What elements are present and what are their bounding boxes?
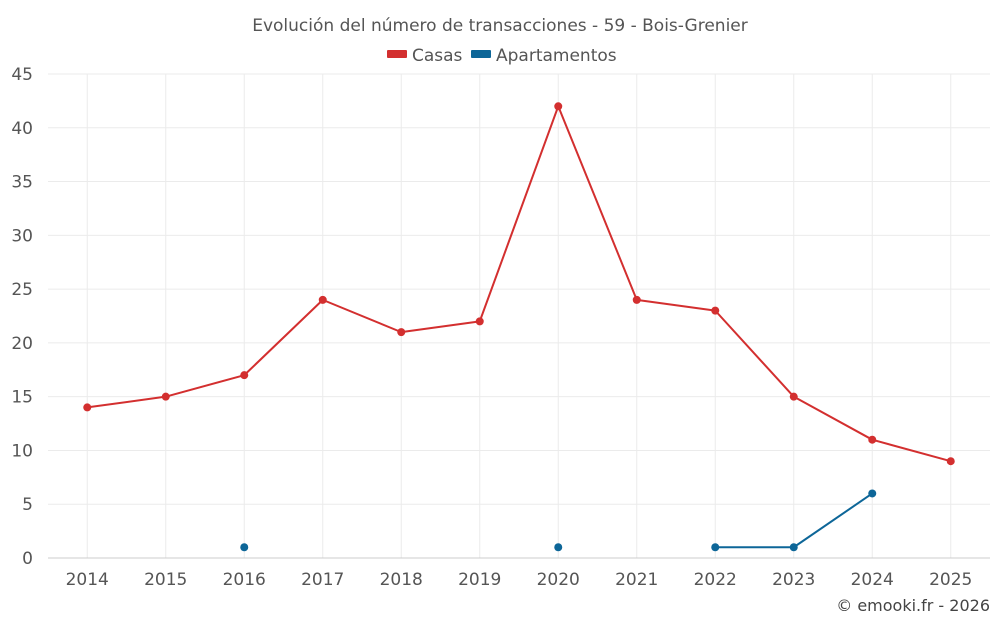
data-point-apartamentos-2020[interactable]	[554, 543, 563, 552]
x-tick-label: 2024	[851, 570, 894, 590]
legend-item-casas[interactable]: Casas	[387, 46, 463, 66]
data-point-apartamentos-2023[interactable]	[789, 543, 798, 552]
x-axis: 2014 2015 2016 2017 2018 2019 2020 2021 2022 2023…	[48, 557, 990, 590]
series-group	[83, 102, 955, 552]
y-tick-label: 35	[11, 173, 33, 193]
y-tick-label: 5	[22, 495, 33, 515]
x-tick-label: 2016	[223, 570, 266, 590]
data-point-casas-2022[interactable]	[711, 306, 720, 315]
x-tick-label: 2014	[66, 570, 109, 590]
data-point-apartamentos-2022[interactable]	[711, 543, 720, 552]
data-point-casas-2025[interactable]	[946, 457, 955, 466]
legend-swatch-casas	[387, 50, 407, 58]
data-point-casas-2017[interactable]	[318, 295, 327, 304]
y-tick-label: 40	[11, 119, 33, 139]
series-apartamentos	[240, 489, 877, 552]
x-tick-label: 2020	[537, 570, 580, 590]
x-tick-label: 2019	[458, 570, 501, 590]
grid	[48, 73, 990, 558]
y-tick-label: 15	[11, 388, 33, 408]
legend: Casas Apartamentos	[387, 46, 617, 66]
data-point-casas-2023[interactable]	[789, 392, 798, 401]
x-tick-label: 2023	[772, 570, 815, 590]
legend-label-apartamentos: Apartamentos	[496, 46, 617, 66]
data-point-apartamentos-2016[interactable]	[240, 543, 249, 552]
x-tick-label: 2022	[694, 570, 737, 590]
y-axis: 0 5 10 15 20 25 30 35 40 45	[11, 65, 33, 569]
data-point-casas-2014[interactable]	[83, 403, 92, 412]
data-point-casas-2018[interactable]	[397, 328, 406, 337]
credit-text: © emooki.fr - 2026	[836, 596, 990, 615]
y-tick-label: 20	[11, 334, 33, 354]
legend-item-apartamentos[interactable]: Apartamentos	[471, 46, 617, 66]
x-tick-label: 2025	[929, 570, 972, 590]
y-tick-label: 0	[22, 549, 33, 569]
data-point-casas-2021[interactable]	[632, 295, 641, 304]
data-point-casas-2020[interactable]	[554, 102, 563, 111]
chart-title: Evolución del número de transacciones - …	[252, 16, 748, 36]
y-tick-label: 45	[11, 65, 33, 85]
data-point-apartamentos-2024[interactable]	[868, 489, 877, 498]
x-tick-label: 2021	[615, 570, 658, 590]
legend-label-casas: Casas	[412, 46, 463, 66]
data-point-casas-2016[interactable]	[240, 371, 249, 380]
data-point-casas-2015[interactable]	[161, 392, 170, 401]
legend-swatch-apartamentos	[471, 50, 491, 58]
data-point-casas-2024[interactable]	[868, 435, 877, 444]
x-tick-label: 2017	[301, 570, 344, 590]
x-tick-label: 2018	[380, 570, 423, 590]
x-tick-label: 2015	[144, 570, 187, 590]
series-line-casas	[86, 105, 952, 463]
series-casas	[83, 102, 955, 466]
y-tick-label: 25	[11, 280, 33, 300]
y-tick-label: 10	[11, 441, 33, 461]
y-tick-label: 30	[11, 226, 33, 246]
data-point-casas-2019[interactable]	[475, 317, 484, 326]
